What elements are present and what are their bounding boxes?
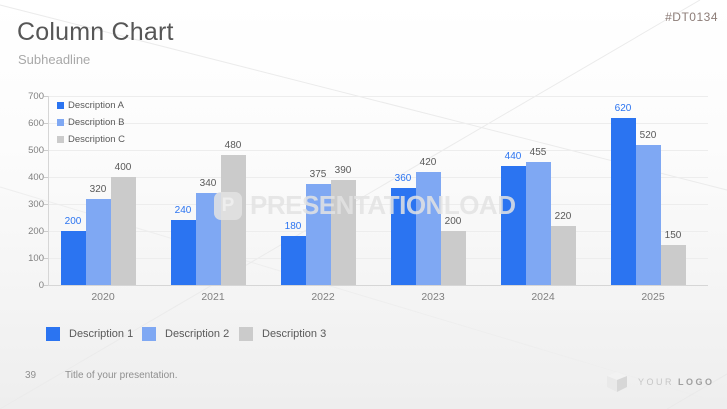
bar-value-label: 320 bbox=[89, 183, 107, 195]
chart-legend-top-item: Description C bbox=[57, 134, 125, 145]
gridline bbox=[48, 204, 708, 205]
legend-swatch-icon bbox=[57, 101, 64, 109]
bar-description-b-2020 bbox=[85, 198, 111, 285]
bar-description-b-2024 bbox=[525, 162, 551, 285]
bar-value-label: 200 bbox=[444, 216, 462, 227]
bar-description-c-2024 bbox=[550, 225, 576, 285]
y-axis-label: 500 bbox=[28, 145, 44, 156]
x-axis-label: 2021 bbox=[201, 291, 225, 303]
bar-description-a-2023 bbox=[390, 187, 416, 285]
logo-text-your: YOUR bbox=[638, 377, 675, 387]
bar-description-c-2025 bbox=[660, 244, 686, 285]
y-axis-label: 100 bbox=[28, 253, 44, 264]
legend-label: Description 1 bbox=[69, 328, 134, 340]
x-axis-label: 2025 bbox=[641, 291, 665, 303]
bar-value-label: 390 bbox=[334, 164, 352, 176]
gridline bbox=[48, 258, 708, 259]
page-title: Column Chart bbox=[17, 18, 174, 46]
gridline bbox=[48, 96, 708, 97]
legend-label: Description 3 bbox=[262, 328, 327, 340]
bar-value-label: 200 bbox=[64, 216, 82, 227]
bar-value-label: 180 bbox=[284, 221, 302, 233]
legend-swatch-icon bbox=[57, 118, 64, 126]
bar-description-c-2022 bbox=[330, 179, 356, 285]
bar-description-b-2022 bbox=[305, 183, 331, 285]
bar-description-c-2021 bbox=[220, 155, 246, 285]
bar-description-c-2023 bbox=[440, 231, 466, 285]
footer-title: Title of your presentation. bbox=[65, 370, 178, 381]
x-axis-line bbox=[48, 285, 708, 286]
legend-swatch-icon bbox=[142, 327, 156, 341]
subheadline: Subheadline bbox=[18, 52, 91, 67]
y-axis-label: 700 bbox=[28, 91, 44, 102]
bar-value-label: 340 bbox=[199, 178, 217, 190]
bar-value-label: 480 bbox=[224, 140, 242, 152]
chart-legend-top-item: Description B bbox=[57, 117, 125, 128]
bar-value-label: 150 bbox=[664, 229, 682, 241]
bar-description-a-2021 bbox=[170, 220, 196, 285]
bar-value-label: 620 bbox=[614, 102, 632, 114]
gridline bbox=[48, 231, 708, 232]
x-axis-label: 2023 bbox=[421, 291, 445, 303]
bar-value-label: 400 bbox=[114, 162, 132, 173]
bottom-legend-item: Description 1 bbox=[46, 327, 133, 341]
bar-value-label: 360 bbox=[394, 172, 412, 184]
slide-number: 39 bbox=[25, 370, 37, 381]
bar-description-a-2025 bbox=[610, 117, 636, 285]
y-axis-label: 0 bbox=[38, 280, 44, 291]
x-axis-label: 2020 bbox=[91, 291, 115, 303]
your-logo: YOUR LOGO bbox=[606, 371, 715, 393]
bottom-legend-item: Description 2 bbox=[142, 327, 229, 341]
y-axis-line bbox=[48, 96, 49, 285]
legend-swatch-icon bbox=[57, 135, 64, 143]
legend-swatch-icon bbox=[46, 327, 60, 341]
bar-description-b-2025 bbox=[635, 144, 661, 285]
bar-value-label: 455 bbox=[529, 147, 547, 159]
logo-text-logo: LOGO bbox=[678, 377, 715, 387]
y-axis-tick bbox=[44, 285, 48, 286]
legend-label: Description B bbox=[68, 117, 125, 128]
bar-value-label: 240 bbox=[174, 205, 192, 217]
legend-label: Description C bbox=[68, 134, 126, 145]
chart-legend-top-item: Description A bbox=[57, 100, 124, 111]
legend-swatch-icon bbox=[239, 327, 253, 341]
bar-value-label: 420 bbox=[419, 156, 437, 168]
y-axis-label: 400 bbox=[28, 172, 44, 183]
bar-description-a-2024 bbox=[500, 166, 526, 285]
y-axis-label: 600 bbox=[28, 118, 44, 129]
y-axis-label: 200 bbox=[28, 226, 44, 237]
bottom-legend-item: Description 3 bbox=[239, 327, 326, 341]
bar-value-label: 220 bbox=[554, 210, 572, 222]
gridline bbox=[48, 150, 708, 151]
x-axis-label: 2024 bbox=[531, 291, 555, 303]
legend-label: Description 2 bbox=[165, 328, 230, 340]
y-axis-label: 300 bbox=[28, 199, 44, 210]
bar-value-label: 520 bbox=[639, 129, 657, 141]
bar-description-b-2023 bbox=[415, 171, 441, 285]
bar-description-a-2020 bbox=[60, 231, 86, 285]
product-code: #DT0134 bbox=[665, 10, 718, 24]
gridline bbox=[48, 123, 708, 124]
bar-description-a-2022 bbox=[280, 236, 306, 285]
legend-label: Description A bbox=[68, 100, 124, 111]
cube-logo-icon bbox=[607, 372, 627, 392]
x-axis-label: 2022 bbox=[311, 291, 335, 303]
